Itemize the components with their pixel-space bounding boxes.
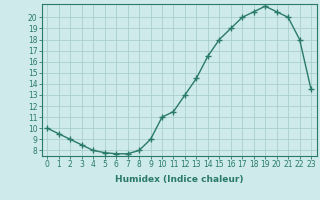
X-axis label: Humidex (Indice chaleur): Humidex (Indice chaleur) [115, 175, 244, 184]
